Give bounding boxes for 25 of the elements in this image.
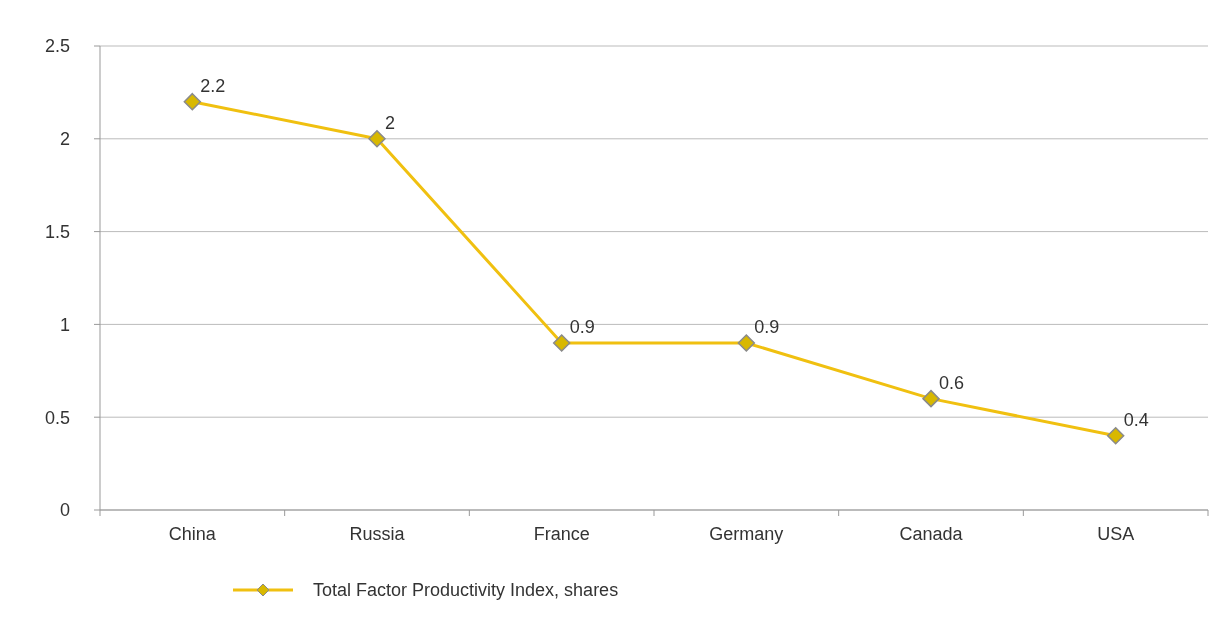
x-tick-label: USA [1097, 524, 1135, 544]
data-label: 0.6 [939, 372, 965, 393]
data-label: 0.9 [754, 316, 780, 337]
y-tick-label: 1 [59, 314, 70, 335]
data-label: 0.9 [569, 316, 595, 337]
x-tick-label: Canada [899, 524, 964, 544]
data-label: 2.2 [200, 75, 226, 96]
point [922, 389, 940, 408]
x-tick-label: Germany [709, 524, 784, 544]
point [183, 92, 202, 111]
y-tick-label: 0 [59, 500, 70, 521]
data-label: 0.4 [1123, 409, 1149, 430]
point [737, 334, 756, 352]
point [1106, 427, 1125, 445]
data-label: 2 [385, 112, 396, 133]
y-tick-label: 2.5 [44, 36, 70, 57]
x-tick-label: Russia [349, 524, 406, 544]
legend-label: Total Factor Productivity Index, shares [313, 580, 619, 601]
y-tick-label: 1.5 [44, 221, 70, 242]
point [552, 334, 571, 352]
x-tick-label: France [533, 524, 590, 544]
x-tick-label: China [168, 524, 217, 544]
y-tick-label: 0.5 [44, 407, 70, 428]
y-tick-label: 2 [59, 129, 70, 150]
point [368, 130, 386, 148]
